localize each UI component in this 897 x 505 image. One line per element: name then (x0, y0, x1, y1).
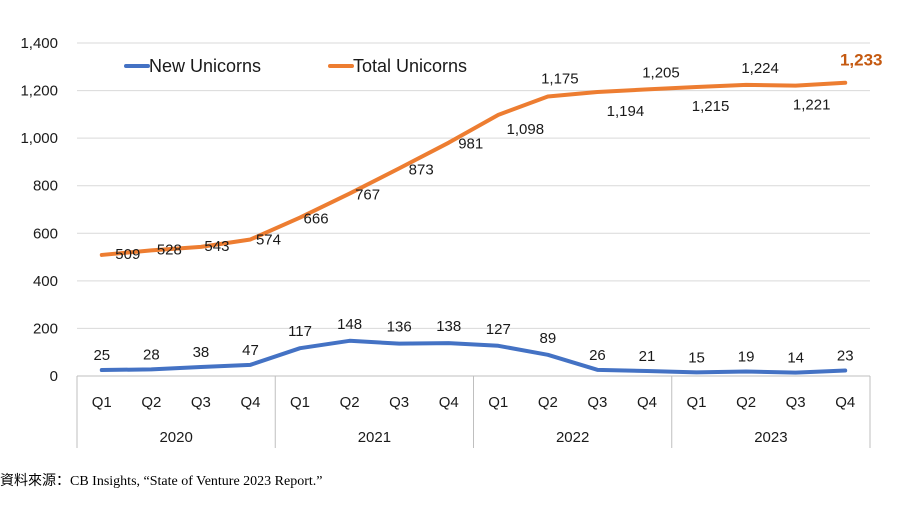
data-label: 15 (688, 349, 705, 366)
source-note: 資料來源：CB Insights, “State of Venture 2023… (0, 474, 323, 489)
data-label: 666 (304, 211, 329, 228)
y-tick-label: 200 (33, 320, 58, 337)
data-label: 117 (288, 323, 312, 340)
y-tick-label: 800 (33, 178, 58, 195)
data-label: 47 (242, 342, 259, 359)
x-tick-label: Q2 (340, 394, 360, 411)
data-label: 89 (540, 330, 557, 347)
legend: New Unicorns Total Unicorns (124, 56, 467, 76)
x-tick-label: Q4 (835, 394, 855, 411)
data-label: 873 (409, 161, 434, 178)
data-label: 28 (143, 346, 160, 363)
y-tick-label: 1,000 (20, 130, 58, 147)
x-tick-label: Q1 (290, 394, 310, 411)
series-line (99, 338, 848, 375)
y-tick-label: 1,200 (20, 83, 58, 100)
legend-label: New Unicorns (149, 56, 261, 76)
x-tick-label: Q4 (637, 394, 657, 411)
x-tick-label: Q3 (389, 394, 409, 411)
data-label: 38 (193, 344, 210, 361)
x-tick-label: Q2 (538, 394, 558, 411)
x-tick-label: Q4 (240, 394, 260, 411)
gridlines (77, 42, 870, 329)
y-tick-label: 0 (50, 368, 58, 385)
x-tick-label: Q1 (488, 394, 508, 411)
data-label: 1,205 (642, 64, 680, 81)
x-axis: Q1 Q2 Q3 Q4 Q1 Q2 Q3 Q4 Q1 Q2 Q3 Q4 Q1 Q2 Q3 Q4 2020 2021… (76, 375, 871, 448)
data-label: 136 (387, 319, 412, 336)
year-label: 2022 (556, 429, 589, 446)
data-label: 1,233 (840, 51, 883, 70)
y-tick-label: 1,400 (20, 35, 58, 52)
data-label: 25 (93, 347, 110, 364)
data-label: 528 (157, 241, 182, 258)
data-label: 509 (115, 246, 140, 263)
x-tick-label: Q3 (191, 394, 211, 411)
x-tick-label: Q1 (92, 394, 112, 411)
legend-label: Total Unicorns (353, 56, 467, 76)
data-label: 1,194 (607, 103, 645, 120)
year-label: 2021 (358, 429, 391, 446)
x-tick-label: Q1 (687, 394, 707, 411)
x-tick-label: Q4 (439, 394, 459, 411)
y-tick-label: 400 (33, 273, 58, 290)
data-label: 767 (355, 187, 380, 204)
series-lines (99, 80, 848, 375)
data-label: 127 (486, 321, 511, 338)
x-tick-label: Q2 (141, 394, 161, 411)
x-tick-label: Q2 (736, 394, 756, 411)
data-label: 1,175 (541, 71, 579, 88)
data-label: 14 (787, 350, 804, 367)
data-label: 21 (639, 348, 656, 365)
data-label: 1,215 (692, 98, 730, 115)
data-label: 19 (738, 348, 755, 365)
data-label: 1,224 (741, 60, 779, 77)
data-label: 148 (337, 316, 362, 333)
data-labels: 25 28 38 47 117 148 136 138 127 89 26 21 15 19 14 23 509… (93, 51, 882, 367)
data-label: 23 (837, 348, 854, 365)
series-line (99, 80, 848, 257)
y-axis: 0 200 400 600 800 1,000 1,200 1,400 (20, 35, 58, 385)
data-label: 574 (256, 231, 281, 248)
y-tick-label: 600 (33, 225, 58, 242)
data-label: 543 (204, 238, 229, 255)
data-label: 138 (436, 318, 461, 335)
x-tick-label: Q3 (786, 394, 806, 411)
data-label: 981 (458, 136, 483, 153)
x-tick-label: Q3 (587, 394, 607, 411)
data-label: 1,221 (793, 97, 831, 114)
year-label: 2023 (754, 429, 787, 446)
data-label: 1,098 (507, 121, 545, 138)
year-label: 2020 (159, 429, 192, 446)
data-label: 26 (589, 347, 606, 364)
